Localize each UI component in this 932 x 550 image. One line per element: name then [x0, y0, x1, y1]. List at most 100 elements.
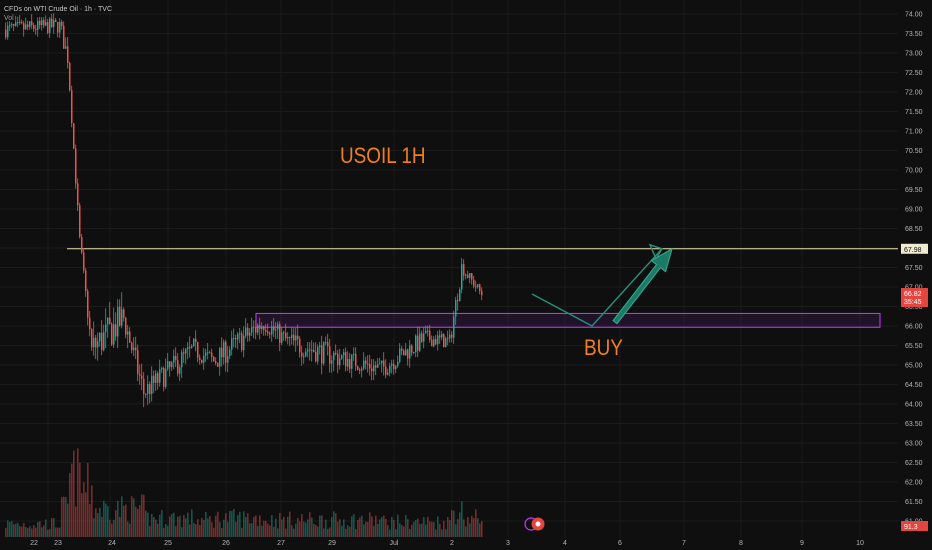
candle-body	[105, 324, 107, 333]
volume-bar	[99, 507, 101, 537]
candle-body	[323, 342, 325, 364]
volume-bar	[295, 523, 297, 537]
chart-header: CFDs on WTI Crude Oil · 1h · TVC Vol	[4, 5, 112, 23]
x-tick-label: 3	[506, 540, 510, 547]
candle-body	[183, 352, 185, 354]
candle-body	[239, 333, 241, 335]
volume-bar	[195, 524, 197, 537]
volume-bar	[91, 485, 93, 537]
volume-bar	[203, 519, 205, 537]
candle-body	[299, 339, 301, 353]
candle-body	[31, 21, 33, 26]
volume-bar	[393, 519, 395, 537]
candle-body	[283, 332, 285, 334]
candle-body	[73, 123, 75, 149]
candle-body	[63, 26, 65, 49]
candle-body	[131, 342, 133, 351]
volume-bar	[119, 516, 121, 537]
y-tick-label: 63.00	[905, 441, 923, 448]
volume-bar	[165, 524, 167, 537]
candle-body	[293, 334, 295, 341]
candle-body	[33, 25, 35, 29]
volume-bar	[193, 523, 195, 537]
candle-body	[181, 352, 183, 368]
candle-body	[289, 337, 291, 339]
volume-bar	[339, 519, 341, 537]
volume-bar	[445, 529, 447, 537]
volume-bar	[201, 517, 203, 537]
candle-body	[89, 317, 91, 330]
candle-body	[173, 355, 175, 363]
candle-body	[97, 341, 99, 348]
volume-bar	[381, 517, 383, 537]
x-tick-label: 27	[277, 540, 285, 547]
x-tick-label: 2	[450, 540, 454, 547]
candle-body	[85, 270, 87, 292]
candle-body	[149, 383, 151, 395]
volume-bar	[273, 526, 275, 537]
y-tick-label: 72.00	[905, 90, 923, 97]
volume-bar	[125, 504, 127, 537]
candle-body	[115, 324, 117, 337]
volume-bar	[15, 523, 17, 537]
candle-body	[79, 205, 81, 238]
y-tick-label: 67.50	[905, 265, 923, 272]
candle-body	[445, 338, 447, 348]
candle-body	[305, 351, 307, 357]
volume-bar	[367, 521, 369, 537]
volume-bar	[269, 525, 271, 537]
volume-bar	[293, 528, 295, 537]
candle-body	[397, 361, 399, 367]
candle-body	[339, 358, 341, 366]
volume-bar	[77, 448, 79, 537]
volume-bar	[67, 503, 69, 537]
projection-arrowhead	[648, 243, 664, 261]
candle-body	[429, 330, 431, 340]
candle-body	[205, 352, 207, 356]
candle-body	[19, 22, 21, 24]
volume-bar	[443, 520, 445, 537]
volume-bar	[323, 528, 325, 537]
candle-body	[169, 361, 171, 368]
candle-body	[127, 331, 129, 335]
candle-body	[455, 300, 457, 317]
volume-bar	[79, 462, 81, 537]
candle-body	[197, 341, 199, 358]
volume-bar	[361, 515, 363, 537]
buy-arrow[interactable]	[612, 247, 673, 325]
y-tick-label: 69.00	[905, 207, 923, 214]
volume-bar	[131, 496, 133, 537]
volume-bar	[473, 517, 475, 537]
y-tick-label: 61.50	[905, 499, 923, 506]
volume-bar	[347, 525, 349, 537]
volume-bar	[433, 522, 435, 537]
candle-body	[209, 352, 211, 354]
volume-bar	[55, 527, 57, 537]
volume-bar	[237, 515, 239, 537]
volume-bar	[33, 524, 35, 537]
y-tick-label: 64.50	[905, 382, 923, 389]
volume-bar	[317, 526, 319, 537]
volume-bar	[111, 523, 113, 537]
candle-body	[331, 360, 333, 364]
volume-bar	[383, 515, 385, 537]
volume-bar	[29, 526, 31, 537]
candle-body	[399, 348, 401, 362]
candle-body	[25, 24, 27, 30]
candle-body	[309, 349, 311, 351]
volume-bar	[221, 527, 223, 537]
volume-bar	[471, 515, 473, 537]
support-zone[interactable]	[255, 312, 881, 328]
volume-bar	[477, 518, 479, 537]
candle-body	[203, 355, 205, 363]
volume-bar	[97, 513, 99, 537]
volume-bar	[247, 513, 249, 537]
volume-bar	[461, 501, 463, 537]
candle-body	[461, 264, 463, 290]
y-tick-label: 71.00	[905, 129, 923, 136]
volume-bar	[211, 522, 213, 537]
volume-bar	[375, 515, 377, 537]
candle-body	[263, 326, 265, 331]
projection-path[interactable]	[531, 248, 663, 327]
